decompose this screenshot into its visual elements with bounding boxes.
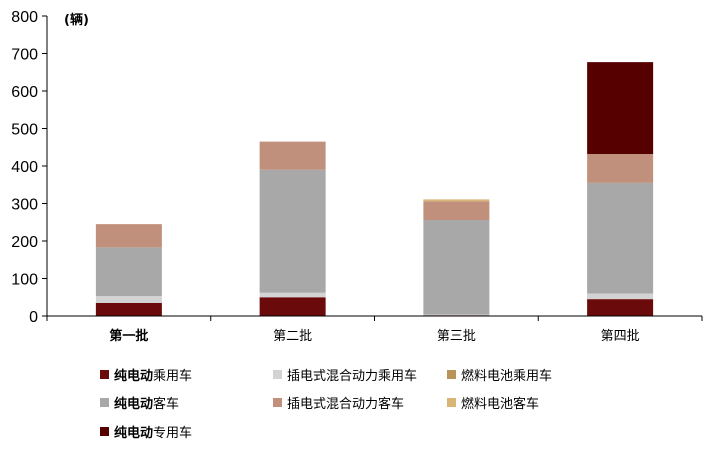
bar-segment xyxy=(587,182,654,294)
unit-label: (辆) xyxy=(64,12,89,28)
legend-swatch xyxy=(447,370,456,379)
y-tick-label: 200 xyxy=(11,234,38,251)
bar-segment xyxy=(587,299,654,316)
y-tick-label: 100 xyxy=(11,272,38,289)
legend-entry: 插电式混合动力乘用车 xyxy=(287,368,417,384)
bar-segment xyxy=(259,292,326,298)
bar-segment xyxy=(95,247,162,297)
legend-entry: 燃料电池乘用车 xyxy=(461,368,552,384)
legend-swatch xyxy=(100,427,109,436)
legend-swatch xyxy=(100,370,109,379)
legend-entry: 燃料电池客车 xyxy=(461,396,539,412)
y-axis: 0 100 200 300 400 500 600 700 800 xyxy=(11,9,48,326)
legend-swatch xyxy=(100,398,109,407)
y-tick-label: 600 xyxy=(11,84,38,101)
y-tick-label: 400 xyxy=(11,159,38,176)
legend-entry: 纯电动客车 xyxy=(114,396,179,412)
bar-segment xyxy=(95,296,162,303)
y-tick-label: 500 xyxy=(11,122,38,139)
bar-segment xyxy=(423,220,490,315)
x-axis: 第一批 第二批 第三批 第四批 xyxy=(46,315,703,344)
bar-segment xyxy=(587,62,654,154)
bar-segment xyxy=(587,293,654,300)
y-tick-label: 0 xyxy=(29,309,38,326)
legend-swatch xyxy=(273,370,282,379)
y-tick-label: 300 xyxy=(11,197,38,214)
bar-segment xyxy=(259,141,326,170)
x-tick-label: 第二批 xyxy=(273,329,312,344)
bar-segment xyxy=(423,314,490,316)
y-tick-label: 800 xyxy=(11,9,38,26)
bar-segment xyxy=(95,302,162,316)
x-tick-label: 第一批 xyxy=(109,328,148,344)
legend-swatch xyxy=(447,398,456,407)
y-tick-label: 700 xyxy=(11,47,38,64)
bar-segment xyxy=(587,154,654,183)
bar-segment xyxy=(259,169,326,293)
legend-entry: 纯电动专用车 xyxy=(114,425,192,441)
x-tick-label: 第四批 xyxy=(601,329,640,344)
x-tick-label: 第三批 xyxy=(437,329,476,344)
bar-segment xyxy=(95,224,162,248)
legend-swatch xyxy=(273,398,282,407)
legend-entry: 插电式混合动力客车 xyxy=(287,396,404,412)
bars xyxy=(95,62,654,316)
bar-segment xyxy=(259,297,326,316)
bar-segment xyxy=(423,201,490,220)
bar-segment xyxy=(423,199,490,202)
legend-entry: 纯电动乘用车 xyxy=(114,368,192,384)
